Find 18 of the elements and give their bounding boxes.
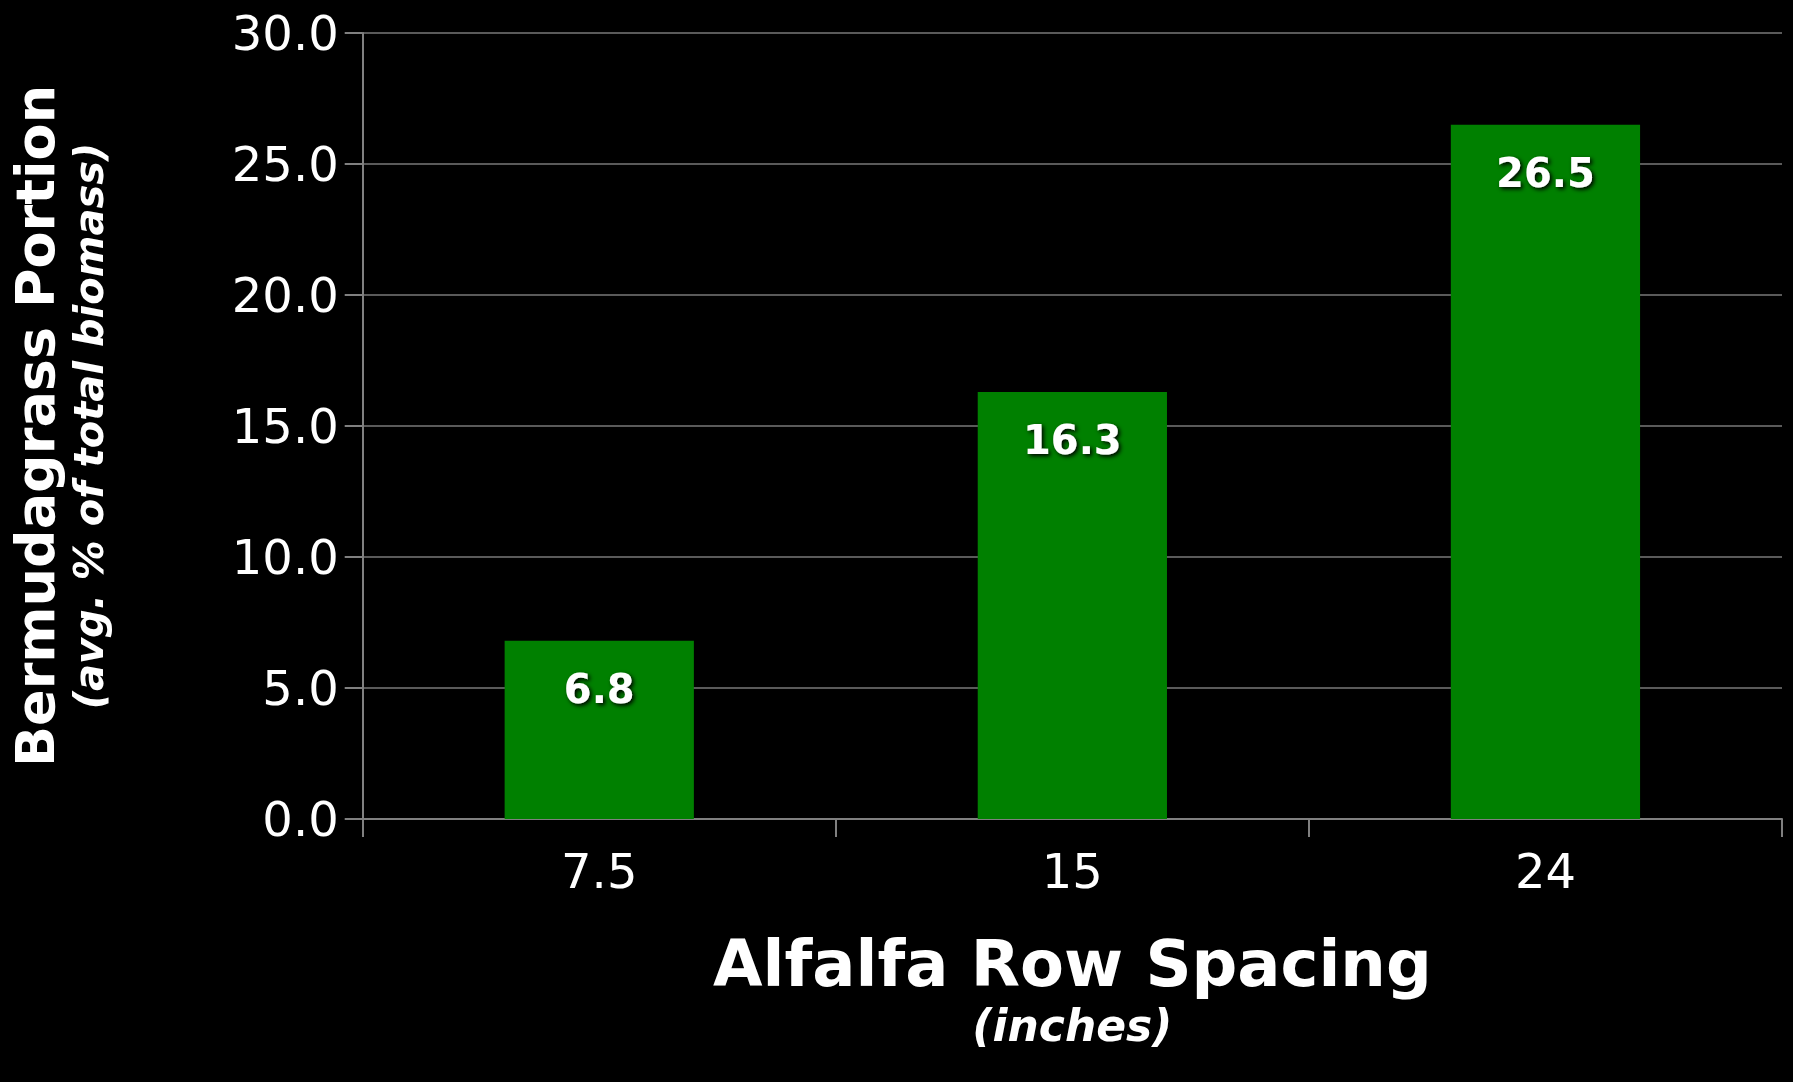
x-tick-label: 7.5: [561, 843, 638, 899]
y-tick-label: 5.0: [262, 660, 339, 716]
x-tick-label: 24: [1514, 843, 1576, 899]
x-axis-title: Alfalfa Row Spacing (inches): [712, 927, 1432, 1052]
y-tick-label: 25.0: [231, 136, 339, 192]
y-tick-label: 0.0: [262, 791, 339, 847]
data-label: 26.5: [1496, 149, 1595, 196]
bar: [1450, 124, 1641, 819]
bar: [504, 640, 694, 819]
bar: [977, 391, 1167, 819]
y-axis-title: Bermudagrass Portion (avg. % of total biomass): [3, 84, 112, 768]
data-label: 16.3: [1023, 416, 1122, 463]
x-tick-label: 15: [1041, 843, 1103, 899]
y-tick-label: 10.0: [231, 529, 339, 585]
y-tick-label: 20.0: [231, 267, 339, 323]
y-tick-label: 30.0: [231, 5, 339, 61]
data-label: 6.8: [563, 665, 635, 712]
y-tick-label: 15.0: [231, 398, 339, 454]
